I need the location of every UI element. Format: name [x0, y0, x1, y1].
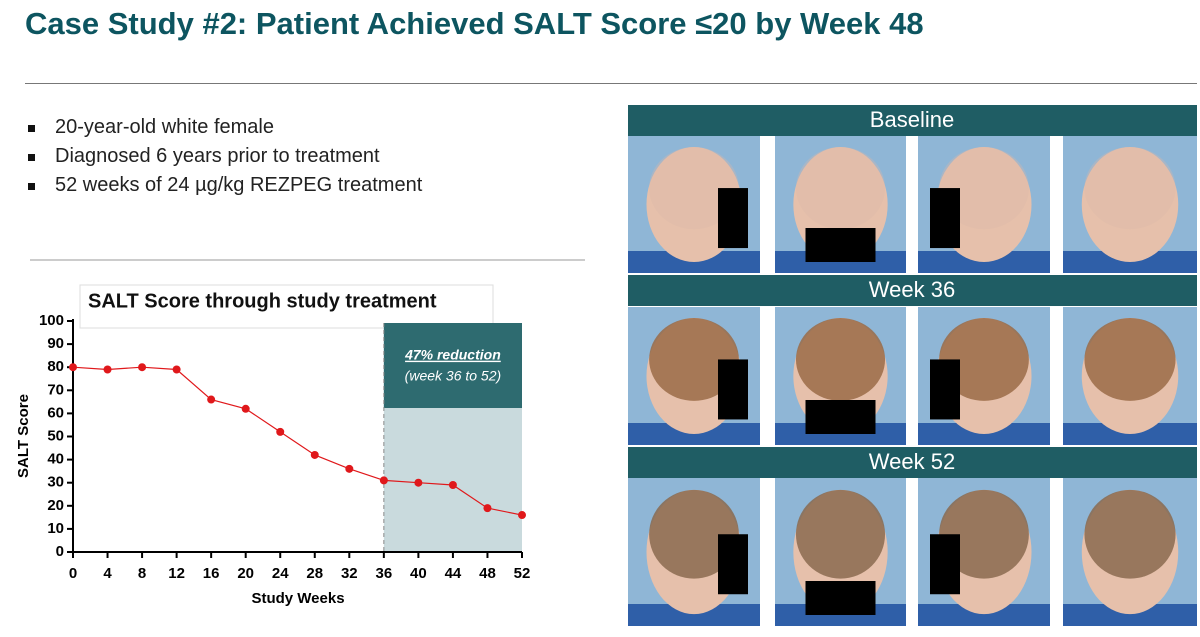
hair	[795, 489, 886, 579]
bullet: 20-year-old white female	[25, 116, 422, 145]
shirt	[628, 423, 760, 445]
head	[1081, 146, 1179, 263]
y-tick-label: 30	[47, 474, 64, 491]
section-band	[628, 275, 1197, 306]
bullet-list: 20-year-old white female Diagnosed 6 yea…	[25, 116, 422, 203]
data-point	[138, 363, 147, 372]
data-point	[207, 395, 216, 404]
hair	[939, 318, 1029, 401]
data-point	[345, 464, 354, 473]
shirt	[628, 604, 760, 626]
y-tick-label: 100	[39, 312, 64, 329]
hair	[795, 146, 886, 230]
face-redaction	[805, 400, 876, 434]
y-tick-label: 0	[56, 543, 64, 560]
face-redaction	[718, 188, 748, 249]
annotation-text: (week 36 to 52)	[405, 368, 502, 384]
chart-title-box	[79, 284, 494, 329]
x-tick-label: 24	[272, 565, 289, 582]
face-redaction	[930, 359, 960, 420]
data-point	[241, 404, 250, 413]
data-point	[172, 365, 181, 374]
hair	[939, 146, 1029, 230]
annotation-title: 47% reduction	[404, 347, 501, 363]
y-axis-label: SALT Score	[15, 394, 32, 478]
face-redaction	[805, 581, 876, 615]
data-point	[276, 427, 285, 436]
slide-title: Case Study #2: Patient Achieved SALT Sco…	[25, 6, 924, 41]
hair	[649, 489, 739, 579]
face-redaction	[930, 188, 960, 249]
x-tick-label: 40	[410, 565, 427, 582]
section-label: Week 52	[869, 449, 955, 474]
shirt	[1063, 604, 1197, 626]
hair	[1084, 489, 1176, 579]
section-band	[628, 105, 1197, 136]
annotation-box	[383, 323, 522, 408]
data-point	[448, 481, 457, 490]
face-redaction	[930, 534, 960, 595]
shirt	[918, 604, 1050, 626]
x-tick-label: 52	[514, 565, 531, 582]
x-tick-label: 32	[341, 565, 358, 582]
face-redaction	[718, 359, 748, 420]
hair	[649, 146, 739, 230]
face-redaction	[805, 228, 876, 262]
section-label: Baseline	[870, 107, 954, 132]
bullet: Diagnosed 6 years prior to treatment	[25, 145, 422, 174]
x-tick-label: 12	[168, 565, 185, 582]
data-point	[310, 450, 319, 459]
y-tick-label: 20	[47, 497, 64, 514]
y-tick-label: 70	[47, 381, 64, 398]
head	[646, 146, 742, 263]
hair	[649, 318, 739, 401]
x-axis-label: Study Weeks	[251, 590, 344, 607]
hair	[1084, 318, 1176, 401]
data-point	[103, 365, 112, 374]
x-tick-label: 8	[138, 565, 146, 582]
x-tick-label: 4	[103, 565, 112, 582]
hair	[795, 318, 886, 401]
x-tick-label: 44	[445, 565, 462, 582]
hair	[1084, 146, 1176, 230]
section-label: Week 36	[869, 277, 955, 302]
x-tick-label: 28	[306, 565, 323, 582]
x-tick-label: 36	[376, 565, 393, 582]
y-tick-label: 90	[47, 335, 64, 352]
data-point	[483, 504, 492, 513]
shirt	[918, 423, 1050, 445]
y-tick-label: 60	[47, 404, 64, 421]
y-tick-label: 80	[47, 358, 64, 375]
data-line	[72, 366, 523, 516]
x-tick-label: 16	[203, 565, 220, 582]
x-tick-label: 0	[69, 565, 77, 582]
face-redaction	[718, 534, 748, 595]
data-point	[379, 476, 388, 485]
data-point	[69, 363, 77, 372]
x-tick-label: 20	[237, 565, 254, 582]
x-tick-label: 48	[479, 565, 496, 582]
shirt	[1063, 423, 1197, 445]
head	[936, 146, 1032, 263]
y-tick-label: 50	[47, 427, 64, 444]
y-tick-label: 40	[47, 451, 64, 468]
data-point	[518, 511, 526, 520]
data-point	[414, 478, 423, 487]
bullet: 52 weeks of 24 µg/kg REZPEG treatment	[25, 174, 422, 203]
section-band	[628, 447, 1197, 478]
chart-title: SALT Score through study treatment	[88, 290, 437, 312]
divider	[25, 83, 1197, 84]
y-tick-label: 10	[47, 520, 64, 537]
hair	[939, 489, 1029, 579]
